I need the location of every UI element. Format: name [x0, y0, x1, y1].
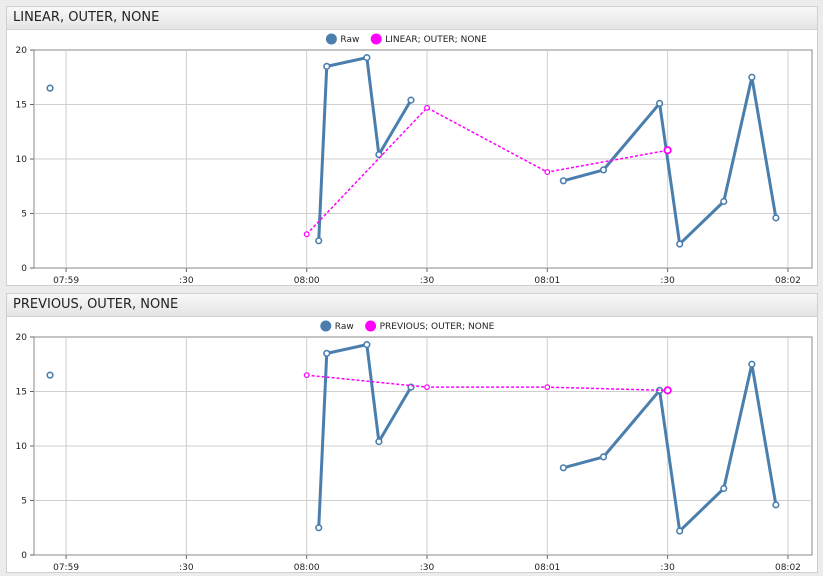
- raw-point: [772, 501, 780, 509]
- x-tick-label: 08:00: [294, 563, 320, 573]
- raw-point: [599, 166, 608, 174]
- raw-point: [323, 62, 331, 70]
- legend-label: Raw: [335, 322, 354, 332]
- raw-point: [323, 349, 331, 357]
- series-interpolated: [303, 104, 672, 238]
- x-tick-label: 08:01: [534, 563, 560, 573]
- chart-svg: Raw LINEAR; OUTER; NONE 0 5 10 15 20 07:59 :30 08…: [16, 33, 813, 286]
- x-tick-label: 07:59: [53, 563, 79, 573]
- y-tick-label: 10: [16, 155, 28, 165]
- interp-line: [306, 374, 668, 392]
- x-tick-label: 08:02: [775, 563, 801, 573]
- y-tick-label: 10: [16, 442, 28, 452]
- legend-swatch: [365, 320, 377, 332]
- raw-point: [676, 240, 684, 248]
- raw-point: [720, 197, 728, 206]
- raw-point: [559, 464, 567, 472]
- raw-point: [676, 527, 684, 535]
- x-tick-label: :30: [179, 563, 194, 573]
- raw-point: [656, 99, 664, 108]
- x-tick-label: 08:00: [294, 276, 320, 286]
- raw-line: [562, 75, 778, 246]
- y-tick-label: 15: [16, 388, 27, 398]
- raw-point: [315, 237, 323, 245]
- raw-point: [748, 73, 756, 81]
- interp-line: [306, 106, 668, 235]
- y-tick-label: 0: [21, 551, 27, 561]
- raw-point: [748, 360, 756, 368]
- legend-swatch: [370, 33, 382, 45]
- legend: Raw LINEAR; OUTER; NONE: [325, 33, 487, 45]
- chart-panel-previous: PREVIOUS, OUTER, NONE Raw PREVIOUS; OUTER…: [6, 293, 818, 573]
- chart-panel-linear: LINEAR, OUTER, NONE Raw LINEAR; OUTER; NO…: [6, 6, 818, 286]
- series-raw: [46, 341, 780, 535]
- legend-label: PREVIOUS; OUTER; NONE: [380, 322, 495, 332]
- raw-point: [46, 84, 54, 92]
- interp-point: [663, 386, 672, 395]
- y-tick-label: 0: [21, 264, 27, 274]
- raw-point: [46, 371, 54, 379]
- y-tick-label: 5: [21, 497, 27, 507]
- raw-point: [375, 438, 383, 446]
- y-tick-label: 15: [16, 101, 27, 111]
- x-tick-label: :30: [420, 276, 435, 286]
- x-tick-label: 08:02: [775, 276, 801, 286]
- y-tick-label: 5: [21, 210, 27, 220]
- raw-point: [720, 484, 728, 493]
- raw-point: [363, 54, 371, 62]
- chart-title: PREVIOUS, OUTER, NONE: [7, 294, 817, 317]
- chart-title: LINEAR, OUTER, NONE: [7, 7, 817, 30]
- legend-swatch: [325, 33, 337, 45]
- interp-point: [424, 384, 430, 391]
- grid: 0 5 10 15 20 07:59 :30 08:00 :30 08:01 :30 08:02: [16, 46, 813, 286]
- x-tick-label: :30: [179, 276, 194, 286]
- interp-point: [303, 231, 310, 238]
- raw-point: [599, 453, 608, 461]
- legend-swatch: [320, 320, 332, 332]
- x-tick-label: 07:59: [53, 276, 79, 286]
- series-interpolated: [303, 372, 672, 395]
- interp-point: [544, 169, 551, 175]
- y-tick-label: 20: [16, 46, 28, 56]
- chart-svg: Raw PREVIOUS; OUTER; NONE 0 5 10 15 20 07:59 :30…: [16, 320, 813, 573]
- legend-label: LINEAR; OUTER; NONE: [385, 35, 487, 45]
- interp-point: [424, 104, 430, 111]
- raw-point: [363, 341, 371, 349]
- legend: Raw PREVIOUS; OUTER; NONE: [320, 320, 495, 332]
- interp-point: [544, 384, 551, 391]
- grid: 0 5 10 15 20 07:59 :30 08:00 :30 08:01 :30 08:02: [16, 333, 813, 573]
- x-tick-label: :30: [420, 563, 435, 573]
- interp-point: [303, 372, 310, 379]
- raw-point: [407, 96, 415, 104]
- x-tick-label: 08:01: [534, 276, 560, 286]
- legend-label: Raw: [340, 35, 359, 45]
- x-tick-label: :30: [660, 276, 675, 286]
- raw-point: [559, 177, 567, 185]
- raw-point: [315, 524, 323, 532]
- raw-point: [772, 214, 780, 222]
- interp-point: [663, 146, 672, 155]
- x-tick-label: :30: [660, 563, 675, 573]
- y-tick-label: 20: [16, 333, 28, 343]
